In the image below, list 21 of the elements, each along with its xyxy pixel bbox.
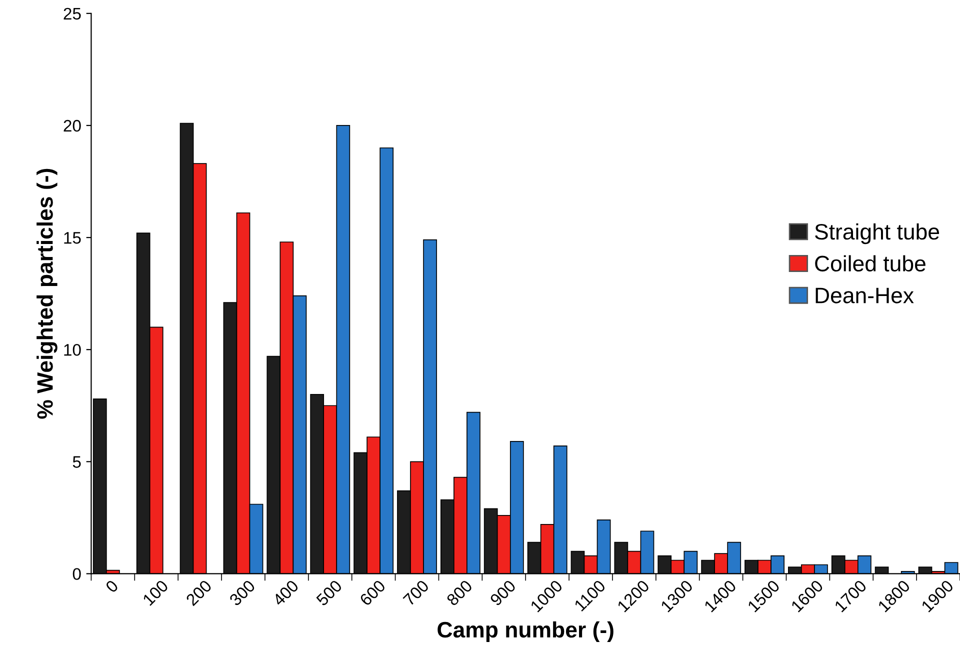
x-tick-label: 900 <box>489 579 516 606</box>
x-tick-label: 600 <box>359 579 386 606</box>
x-tick-label: 0 <box>104 579 119 594</box>
y-tick-label: 5 <box>72 456 81 468</box>
x-tick-label: 500 <box>316 579 343 606</box>
legend-label: Straight tube <box>815 223 940 244</box>
x-tick-label: 200 <box>185 579 212 606</box>
y-tick-label: 25 <box>64 8 81 20</box>
y-tick-label: 20 <box>64 120 81 132</box>
x-axis-title: Camp number (-) <box>438 621 614 642</box>
x-tick-label: 800 <box>446 579 473 606</box>
x-tick-label: 700 <box>402 579 430 606</box>
y-tick-label: 10 <box>64 344 81 356</box>
legend-label: Coiled tube <box>815 255 926 272</box>
x-tick-label: 100 <box>142 579 169 606</box>
y-axis-title: % Weighted particles (-) <box>36 168 58 419</box>
legend-label: Dean-Hex <box>816 288 914 304</box>
x-tick-label: 300 <box>228 579 256 606</box>
x-tick-label: 400 <box>272 579 300 607</box>
y-tick-label: 0 <box>72 568 81 580</box>
y-tick-label: 15 <box>64 232 81 244</box>
